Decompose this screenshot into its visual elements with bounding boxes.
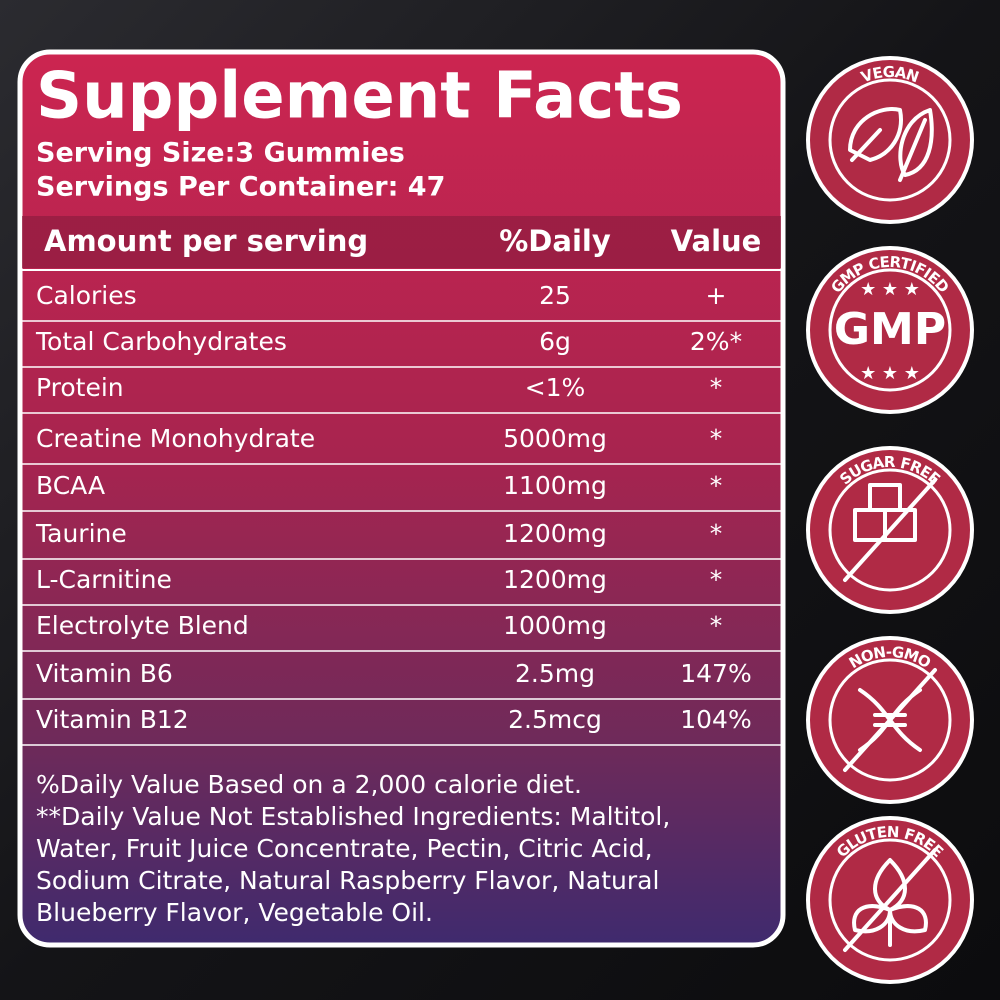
header-cell: %Daily [499,224,611,258]
table-cell: + [706,281,727,310]
header-band [22,216,781,268]
badge-ring [828,78,952,202]
badge-icon [843,848,937,952]
table-cell: Vitamin B6 [36,659,173,688]
table-cell: 2.5mg [515,659,595,688]
table-cell: * [710,611,723,640]
badge-icon [843,478,937,582]
footnote-line: **Daily Value Not Established Ingredient… [36,802,670,831]
table-cell: 2.5mcg [508,705,602,734]
badge-label: VEGAN [858,62,921,86]
table-cell: 1200mg [503,519,607,548]
table-cell: Total Carbohydrates [35,327,287,356]
badge [806,246,974,414]
badge-stars: ★ ★ ★ [860,279,920,300]
facts-panel [17,49,786,948]
table-cell: 6g [539,327,571,356]
badge-stars: ★ ★ ★ [860,363,920,384]
table-cell: 104% [680,705,751,734]
badge [806,56,974,224]
table-cell: Creatine Monohydrate [36,424,315,453]
footnote-line: Sodium Citrate, Natural Raspberry Flavor… [36,866,659,895]
table-cell: * [710,565,723,594]
table-cell: 1100mg [503,471,607,500]
badge-label-path: VEGAN [858,62,921,86]
serving-size: Serving Size:3 Gummies [36,138,405,169]
table-cell: <1% [525,373,586,402]
footnote-line: Blueberry Flavor, Vegetable Oil. [36,898,433,927]
table-cell: 5000mg [503,424,607,453]
badge-ring [828,268,952,392]
badge-center: GMP [834,304,946,355]
table-cell: Electrolyte Blend [36,611,249,640]
table-cell: * [710,471,723,500]
title: Supplement Facts [36,60,683,134]
table-cell: BCAA [36,471,105,500]
table-cell: L-Carnitine [36,565,172,594]
badge-ring [828,658,952,782]
table-cell: 25 [539,281,571,310]
table-cell: 1000mg [503,611,607,640]
table-cell: * [710,373,723,402]
badge-ring [828,468,952,592]
badge-icon [843,668,937,772]
table-cell: Taurine [35,519,127,548]
table-cell: 147% [680,659,751,688]
badge-icon [848,107,934,182]
table-cell: Calories [36,281,137,310]
header-cell: Amount per serving [44,224,368,258]
table-cell: 1200mg [503,565,607,594]
table-cell: Protein [36,373,124,402]
footnote-line: Water, Fruit Juice Concentrate, Pectin, … [36,834,653,863]
table-cell: Vitamin B12 [36,705,189,734]
table-cell: * [710,424,723,453]
table-cell: 2%* [690,327,742,356]
table-cell: * [710,519,723,548]
servings-per-container: Servings Per Container: 47 [36,172,445,203]
header-cell: Value [671,224,762,258]
badge-ring [828,838,952,962]
footnote-line: %Daily Value Based on a 2,000 calorie di… [36,770,582,799]
